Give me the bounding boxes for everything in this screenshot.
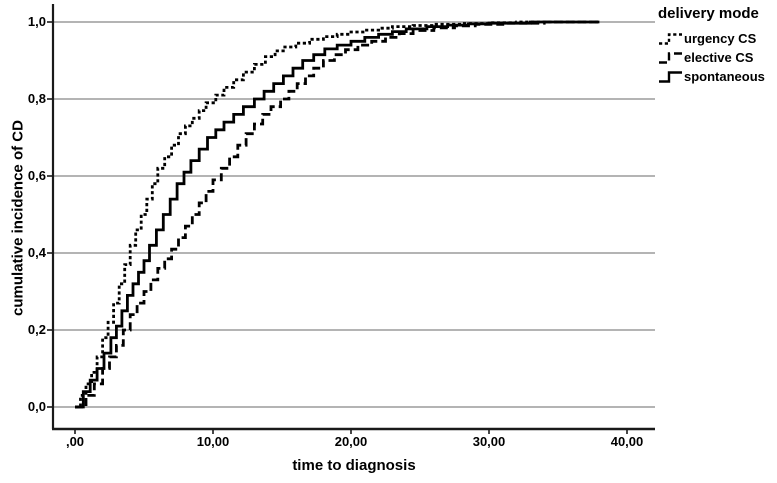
x-axis-title: time to diagnosis [292, 457, 416, 474]
x-tick-label: ,00 [65, 434, 85, 449]
y-tick-label: 1,0 [27, 14, 46, 29]
legend-item-urgency-cs: urgency CS [658, 29, 776, 48]
legend-label-urgency-cs: urgency CS [684, 31, 757, 46]
legend-label-spontaneous: spontaneous [684, 69, 765, 84]
x-tick-label: 20,00 [334, 434, 368, 449]
curve-elective-cs [75, 20, 600, 409]
x-tick-label: 40,00 [610, 434, 644, 449]
y-tick-label: 0,4 [27, 245, 46, 260]
x-tick-label: 10,00 [196, 434, 230, 449]
y-tick-label: 0,8 [27, 91, 46, 106]
legend-item-spontaneous: spontaneous [658, 67, 776, 86]
spontaneous-step-line-icon [659, 71, 682, 83]
legend: delivery mode urgency CS elective CS spo… [658, 5, 776, 86]
y-axis-title: cumulative incidence of CD [9, 120, 27, 316]
y-tick-label: 0,2 [27, 322, 46, 337]
y-tick-label: 0,0 [27, 399, 46, 414]
curve-urgency-cs [75, 20, 600, 409]
urgency-cs-step-line-icon [659, 33, 682, 45]
legend-item-elective-cs: elective CS [658, 48, 776, 67]
curve-spontaneous [75, 20, 600, 409]
x-tick-label: 30,00 [472, 434, 506, 449]
legend-label-elective-cs: elective CS [684, 50, 754, 65]
elective-cs-step-line-icon [659, 52, 682, 64]
legend-title: delivery mode [658, 5, 759, 22]
y-tick-label: 0,6 [27, 168, 46, 183]
